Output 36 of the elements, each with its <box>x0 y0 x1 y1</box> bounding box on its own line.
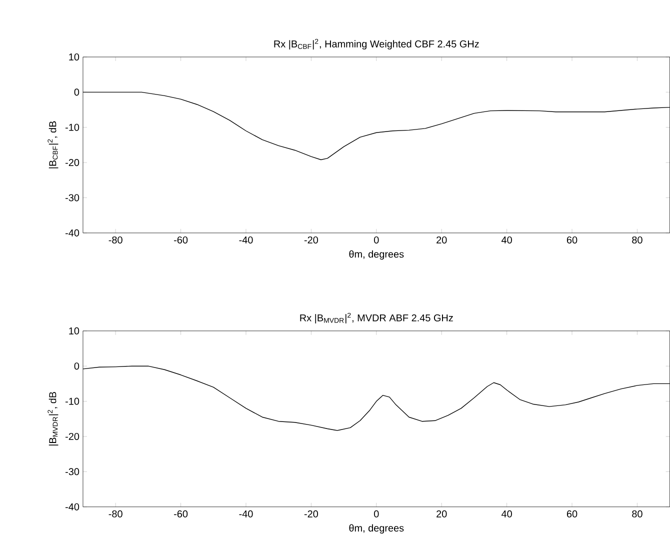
x-tick-label: -40 <box>239 510 253 518</box>
x-tick-label: -20 <box>304 236 318 244</box>
x-tick-label: -60 <box>174 236 188 244</box>
x-tick-label: 80 <box>632 236 642 244</box>
y-tick-label: 10 <box>69 327 80 335</box>
chart-title: Rx |B$_{MVDR}$|$^{2}$, MVDR ABF 2.45 GHz <box>300 312 453 324</box>
x-tick-label: -80 <box>108 510 122 518</box>
x-tick-label: -60 <box>174 510 188 518</box>
x-tick-label: 40 <box>502 510 512 518</box>
x-tick-label: 20 <box>436 510 447 518</box>
y-tick-label: -20 <box>66 159 80 166</box>
x-tick-label: -20 <box>304 510 318 518</box>
y-tick-label: 0 <box>74 88 80 96</box>
y-tick-label: 0 <box>74 362 80 370</box>
y-axis-title: |B$_{MVDR}$|$^{2}$, dB <box>48 392 58 446</box>
x-tick-label: 40 <box>502 236 512 244</box>
x-tick-label: -80 <box>108 236 122 244</box>
y-tick-label: -10 <box>66 124 80 131</box>
y-tick-label: -20 <box>66 433 80 440</box>
chart-title: Rx |B$_{CBF}$|$^{2}$, Hamming Weighted CBF 2.45 GHz <box>274 38 479 50</box>
x-tick-label: 80 <box>632 510 642 518</box>
x-tick-label: 60 <box>566 510 578 518</box>
y-tick-label: -10 <box>66 398 80 405</box>
x-axis-title: θm, degrees <box>349 524 404 534</box>
y-tick-label: -40 <box>66 229 80 237</box>
y-tick-label: -30 <box>66 468 80 476</box>
y-tick-label: 10 <box>69 54 80 61</box>
y-axis-title: |B$_{CBF}$|$^{2}$, dB <box>48 121 58 168</box>
x-tick-label: 0 <box>374 510 379 518</box>
x-axis-title: θm, degrees <box>349 250 404 260</box>
y-tick-label: -40 <box>66 503 80 510</box>
x-tick-label: 20 <box>436 236 447 244</box>
x-tick-label: -40 <box>239 236 253 244</box>
x-tick-label: 60 <box>566 236 578 244</box>
x-tick-label: 0 <box>374 236 379 244</box>
y-tick-label: -30 <box>66 194 80 202</box>
